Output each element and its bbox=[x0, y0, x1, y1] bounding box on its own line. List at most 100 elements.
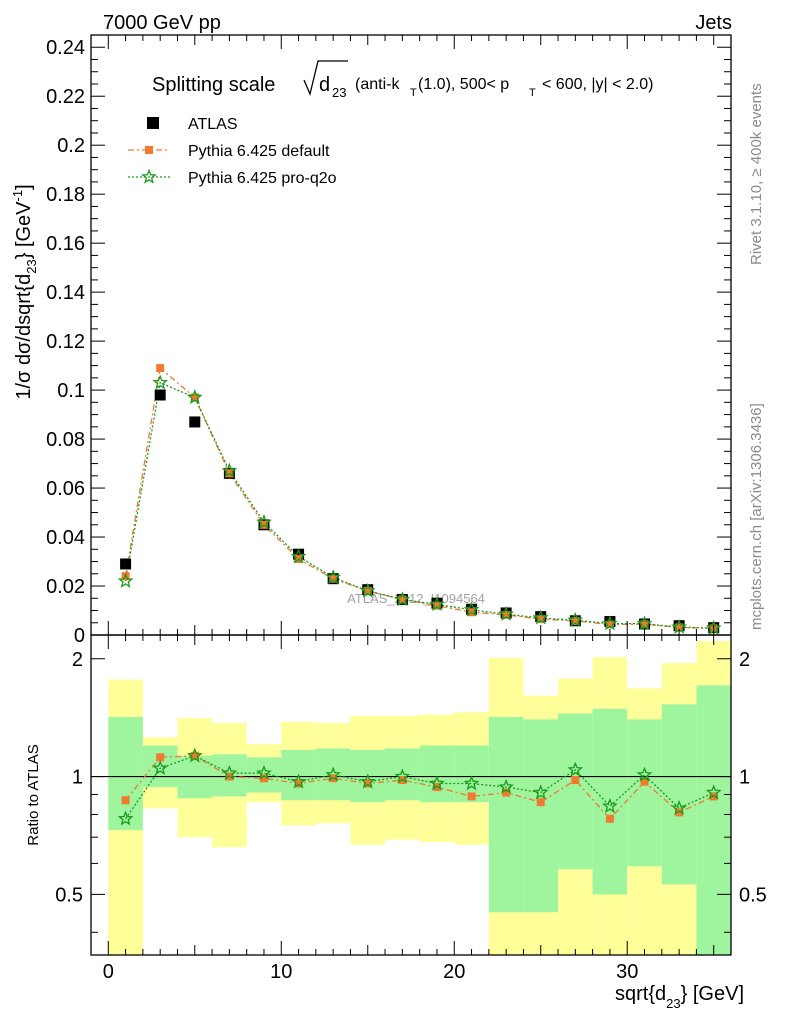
ratio-proq2o-point bbox=[256, 764, 272, 780]
ratio-default-point bbox=[640, 777, 649, 786]
main-y-tick-label: 0.22 bbox=[46, 86, 85, 108]
rivet-version-label: Rivet 3.1.10, ≥ 400k events bbox=[748, 83, 765, 265]
legend-atlas-marker bbox=[147, 117, 159, 129]
ratio-default-point bbox=[121, 796, 130, 805]
ratio-proq2o-point bbox=[671, 799, 688, 815]
main-plot-frame bbox=[90, 34, 732, 636]
band-inner-bin bbox=[696, 685, 731, 955]
ratio-default-point bbox=[605, 814, 614, 823]
title-c: (anti-k bbox=[355, 76, 400, 93]
band-inner-bin bbox=[523, 719, 559, 913]
main-plot-data bbox=[117, 364, 722, 635]
main-y-tick-label: 0.02 bbox=[46, 576, 85, 598]
ylabel-main-sup: -1 bbox=[10, 190, 25, 202]
default-point bbox=[571, 617, 580, 626]
default-point bbox=[156, 364, 165, 373]
ratio-proq2o-point bbox=[221, 764, 238, 780]
ratio-default-line bbox=[125, 755, 714, 820]
mcplots-label: mcplots.cern.ch [arXiv:1306.3436] bbox=[748, 403, 765, 630]
legend-proq2o-marker bbox=[141, 168, 157, 184]
proq2o-point bbox=[221, 462, 238, 478]
default-point bbox=[640, 620, 649, 629]
default-point bbox=[605, 620, 614, 629]
ratio-proq2o-point bbox=[117, 810, 134, 826]
band-inner-bin bbox=[592, 708, 628, 895]
atlas-point bbox=[189, 416, 201, 428]
ratio-proq2o-point bbox=[532, 784, 549, 800]
proq2o-point bbox=[325, 569, 342, 585]
ratio-y-tick-label: 2 bbox=[72, 649, 83, 671]
ratio-default-point bbox=[536, 798, 545, 807]
ylabel-main-part2: } [GeV bbox=[13, 201, 35, 259]
ratio-uncertainty-bands bbox=[108, 641, 731, 955]
band-inner-bin bbox=[488, 716, 524, 913]
default-point bbox=[190, 393, 199, 402]
band-inner-bin bbox=[385, 748, 420, 801]
title-e: < 600, |y| < 2.0) bbox=[542, 76, 654, 93]
band-inner-bin bbox=[419, 745, 455, 803]
xlabel-sub: 23 bbox=[666, 996, 680, 1011]
xlabel-part1: sqrt{d bbox=[615, 983, 666, 1005]
ylabel-main-close: ] bbox=[13, 184, 35, 190]
ratio-default-point bbox=[363, 779, 372, 788]
proq2o-point bbox=[186, 389, 203, 405]
ratio-default-point bbox=[467, 792, 476, 801]
ratio-proq2o-point bbox=[636, 766, 653, 782]
default-point bbox=[398, 595, 407, 604]
header-left: 7000 GeV pp bbox=[103, 12, 221, 34]
legend: ATLAS Pythia 6.425 default Pythia 6.425 … bbox=[128, 116, 337, 187]
ratio-default-point bbox=[259, 774, 268, 783]
ratio-proq2o-point bbox=[325, 766, 342, 782]
band-inner-bin bbox=[661, 704, 697, 885]
proq2o-point bbox=[498, 605, 515, 621]
main-y-axis-label: 1/σ dσ/dsqrt{d23} [GeV-1] bbox=[10, 184, 39, 399]
band-inner-bin bbox=[558, 713, 593, 870]
proq2o-point bbox=[359, 582, 376, 598]
atlas-point bbox=[154, 389, 166, 401]
ratio-plot-frame bbox=[90, 634, 732, 956]
proq2o-line bbox=[124, 381, 714, 629]
main-y-tick-label: 0.18 bbox=[46, 184, 85, 206]
legend-atlas-label: ATLAS bbox=[188, 116, 238, 133]
ratio-proq2o-point bbox=[394, 768, 411, 784]
ratio-y-axis-label: Ratio to ATLAS bbox=[25, 744, 42, 845]
proq2o-point bbox=[394, 591, 411, 607]
main-y-tick-label: 0.2 bbox=[57, 135, 85, 157]
x-tick-label: 30 bbox=[616, 961, 638, 983]
ratio-proq2o-point bbox=[498, 778, 515, 794]
xlabel-part2: } [GeV] bbox=[681, 983, 744, 1005]
proq2o-point bbox=[256, 513, 272, 530]
ratio-default-point bbox=[190, 751, 199, 760]
default-point bbox=[363, 586, 372, 595]
svg-text:1/σ dσ/dsqrt{d23} [GeV-1]: 1/σ dσ/dsqrt{d23} [GeV-1] bbox=[10, 184, 39, 399]
main-y-tick-label: 0.08 bbox=[46, 429, 85, 451]
x-tick-label: 10 bbox=[270, 961, 292, 983]
default-point bbox=[536, 615, 545, 624]
ratio-proq2o-point bbox=[429, 775, 445, 791]
ratio-default-point bbox=[675, 808, 684, 817]
ratio-plot-data bbox=[91, 747, 731, 826]
ratio-proq2o-point bbox=[359, 773, 376, 789]
atlas-point bbox=[120, 558, 132, 570]
ylabel-main-part1: 1/σ dσ/dsqrt{d bbox=[13, 274, 35, 400]
proq2o-point bbox=[567, 612, 584, 628]
ratio-y-tick-label: 1 bbox=[72, 767, 83, 789]
default-point bbox=[329, 574, 338, 583]
ratio-proq2o-point bbox=[186, 747, 203, 763]
title-sqrt-sign bbox=[303, 60, 348, 97]
ratio-y-tick-label-right: 0.5 bbox=[739, 884, 767, 906]
ratio-default-point bbox=[294, 779, 303, 788]
legend-default-label: Pythia 6.425 default bbox=[188, 143, 330, 160]
title-c-sub: T bbox=[410, 87, 417, 99]
proq2o-point bbox=[463, 601, 480, 617]
main-title: Splitting scale d 23 (anti-k T (1.0), 50… bbox=[152, 60, 654, 100]
header-right: Jets bbox=[695, 12, 732, 34]
title-b-sub: 23 bbox=[332, 85, 346, 100]
proq2o-point bbox=[532, 609, 549, 625]
default-point bbox=[432, 601, 441, 610]
main-y-tick-label: 0.24 bbox=[46, 37, 85, 59]
main-y-tick-label: 0.04 bbox=[46, 527, 85, 549]
ratio-y-tick-label: 0.5 bbox=[55, 884, 83, 906]
main-y-tick-label: 0.1 bbox=[57, 380, 85, 402]
